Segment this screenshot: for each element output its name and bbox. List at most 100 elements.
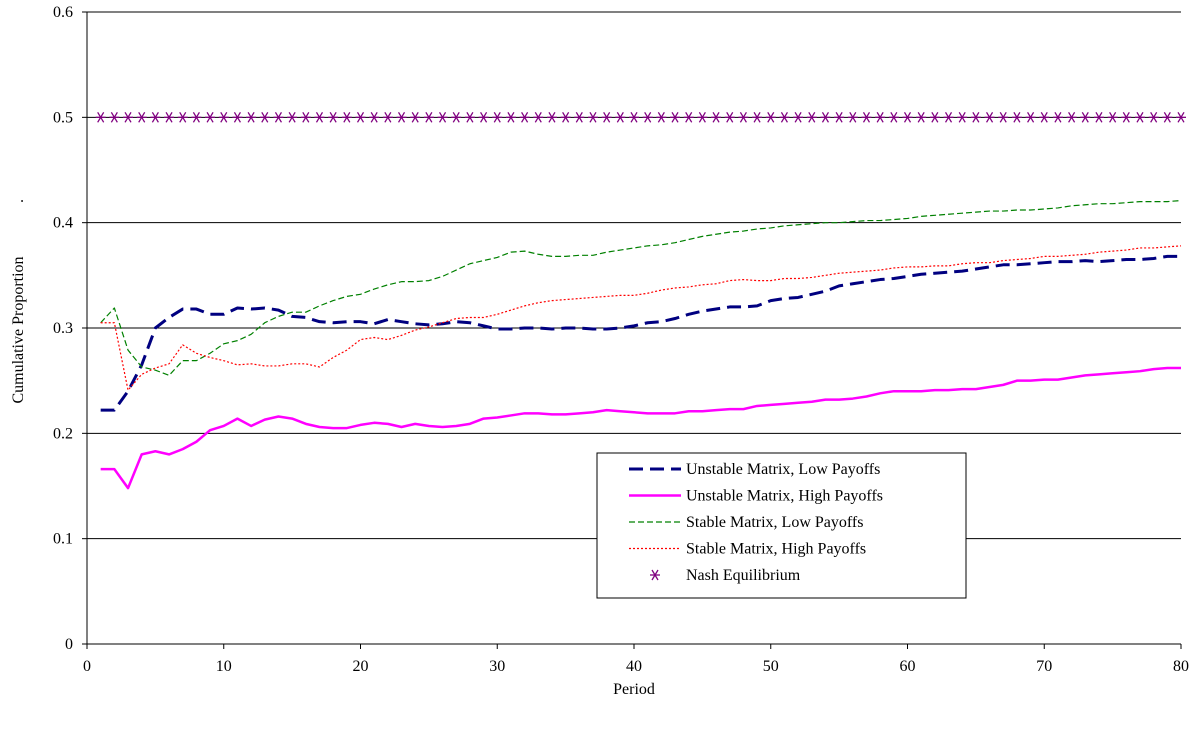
nash-marker — [615, 111, 626, 123]
nash-marker — [1148, 111, 1159, 123]
y-tick-label: 0.5 — [53, 109, 73, 126]
nash-marker — [136, 111, 147, 123]
nash-marker — [820, 111, 831, 123]
legend-item: Stable Matrix, Low Payoffs — [629, 514, 863, 531]
nash-marker — [478, 111, 489, 123]
legend-item: Unstable Matrix, Low Payoffs — [629, 461, 880, 478]
series-line — [100, 254, 1181, 412]
nash-marker — [697, 111, 708, 123]
nash-marker — [587, 111, 598, 123]
series-unstable-matrix-low-payoffs — [100, 254, 1181, 412]
y-tick-label: 0 — [65, 636, 73, 653]
nash-marker — [861, 111, 872, 123]
nash-marker — [205, 111, 216, 123]
nash-marker — [505, 111, 516, 123]
series-line — [100, 199, 1182, 376]
nash-marker — [943, 111, 954, 123]
y-tick-label: 0.3 — [53, 320, 73, 337]
series-unstable-matrix-high-payoffs — [100, 366, 1181, 490]
nash-marker — [464, 111, 475, 123]
legend-swatch — [650, 569, 660, 581]
y-axis-title: Cumulative Proportion — [10, 256, 27, 403]
nash-marker — [396, 111, 407, 123]
nash-marker — [451, 111, 462, 123]
nash-marker — [437, 111, 448, 123]
nash-marker — [1176, 111, 1186, 123]
nash-marker — [1107, 111, 1118, 123]
nash-marker — [177, 111, 188, 123]
nash-marker — [246, 111, 257, 123]
x-tick-label: 20 — [353, 658, 369, 675]
nash-marker — [164, 111, 175, 123]
y-tick-label: 0.6 — [53, 4, 73, 21]
x-tick-label: 80 — [1173, 658, 1189, 675]
x-tick-label: 10 — [216, 658, 232, 675]
nash-marker — [1134, 111, 1145, 123]
nash-marker — [1052, 111, 1063, 123]
nash-marker — [314, 111, 325, 123]
legend-item: Nash Equilibrium — [650, 567, 801, 584]
x-tick-label: 30 — [489, 658, 505, 675]
nash-marker — [560, 111, 571, 123]
nash-marker — [902, 111, 913, 123]
nash-marker — [410, 111, 421, 123]
nash-marker — [95, 111, 106, 123]
nash-marker — [929, 111, 940, 123]
legend-label: Nash Equilibrium — [686, 567, 801, 584]
nash-marker — [656, 111, 667, 123]
x-tick-label: 40 — [626, 658, 642, 675]
nash-marker — [642, 111, 653, 123]
y-tick-label: 0.1 — [53, 531, 73, 548]
series-layer — [95, 111, 1186, 490]
nash-marker — [519, 111, 530, 123]
nash-marker — [259, 111, 270, 123]
series-line — [100, 366, 1181, 490]
legend-box — [596, 452, 967, 599]
nash-marker — [711, 111, 722, 123]
nash-marker — [1066, 111, 1077, 123]
nash-marker — [546, 111, 557, 123]
nash-marker — [847, 111, 858, 123]
nash-marker — [970, 111, 981, 123]
nash-marker — [683, 111, 694, 123]
nash-marker — [629, 111, 639, 123]
nash-marker — [1039, 111, 1050, 123]
nash-marker — [1093, 111, 1104, 123]
x-tick-label: 0 — [83, 658, 91, 675]
nash-marker — [793, 111, 804, 123]
y-tick-label: 0.2 — [53, 425, 73, 442]
nash-marker — [888, 111, 899, 123]
y-axis-title-suffix: . — [10, 199, 27, 203]
nash-marker — [916, 111, 927, 123]
nash-marker — [300, 111, 311, 123]
nash-marker — [369, 111, 380, 123]
legend-label: Unstable Matrix, Low Payoffs — [686, 461, 880, 478]
nash-marker — [765, 111, 776, 123]
legend-label: Unstable Matrix, High Payoffs — [686, 488, 883, 505]
legend-label: Stable Matrix, Low Payoffs — [686, 514, 863, 531]
nash-marker — [328, 111, 339, 123]
nash-marker — [752, 111, 763, 123]
nash-marker — [601, 111, 612, 123]
legend-item: Unstable Matrix, High Payoffs — [629, 488, 883, 505]
nash-marker — [670, 111, 681, 123]
x-tick-label: 50 — [763, 658, 779, 675]
x-axis-ticks: 0 10 20 30 40 50 60 70 80 — [83, 644, 1189, 675]
x-tick-label: 70 — [1036, 658, 1052, 675]
nash-marker — [533, 111, 544, 123]
nash-marker — [150, 111, 161, 123]
nash-marker — [273, 111, 284, 123]
legend-item: Stable Matrix, High Payoffs — [629, 541, 866, 558]
nash-marker — [232, 111, 243, 123]
series-line — [100, 245, 1182, 391]
nash-marker — [574, 111, 585, 123]
y-tick-label: 0.4 — [53, 215, 73, 232]
nash-marker — [1011, 111, 1022, 123]
nash-marker — [355, 111, 366, 123]
nash-marker — [191, 111, 202, 123]
nash-marker — [998, 111, 1009, 123]
nash-marker — [875, 111, 886, 123]
nash-marker — [218, 111, 229, 123]
nash-marker — [724, 111, 735, 123]
